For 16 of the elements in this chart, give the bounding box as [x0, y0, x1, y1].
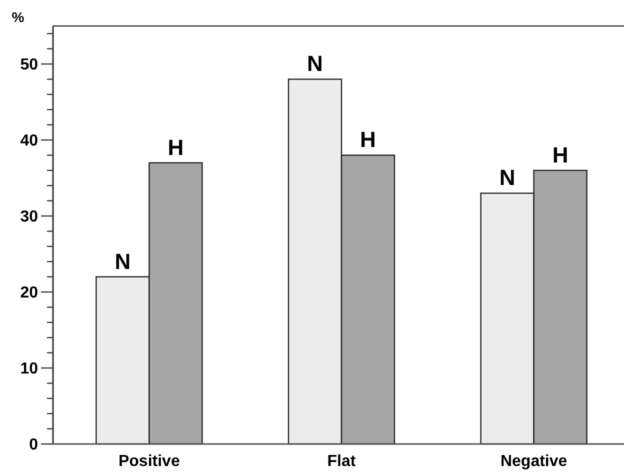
text: N: [499, 165, 516, 190]
y-tick-label: 10: [20, 360, 38, 378]
x-tick-label: Positive: [118, 453, 180, 470]
x-tick-label: Flat: [327, 453, 356, 470]
y-tick-label: 40: [20, 132, 38, 150]
y-tick-label: 0: [29, 436, 38, 454]
x-tick-label: Negative: [500, 453, 568, 470]
text: H: [552, 142, 568, 168]
series-label: H: [168, 134, 184, 160]
y-axis-title: %: [12, 9, 25, 25]
y-tick-label: 20: [20, 284, 38, 302]
text: H: [360, 127, 376, 152]
y-tick-label: 30: [20, 208, 38, 226]
series-label: N: [114, 248, 131, 274]
text: N: [307, 51, 323, 76]
y-tick-label: 50: [20, 56, 38, 74]
